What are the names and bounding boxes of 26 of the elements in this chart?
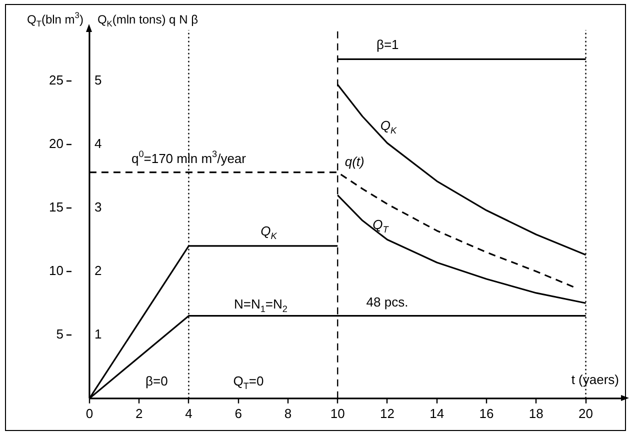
y-tick-label: 20 <box>48 136 64 151</box>
x-tick-label: 8 <box>284 406 292 421</box>
x-tick-label: 18 <box>528 406 544 421</box>
y2-tick-label: 3 <box>94 199 102 214</box>
y-tick-label: 5 <box>56 326 64 342</box>
x-tick-label: 6 <box>234 406 242 421</box>
annotation: β=0 <box>146 373 168 388</box>
series-label: β=1 <box>376 36 399 52</box>
x-axis-title: t (yaers) <box>571 372 619 387</box>
y2-tick-label: 2 <box>94 262 102 278</box>
x-tick-label: 20 <box>578 406 594 421</box>
x-tick-label: 2 <box>135 406 143 421</box>
x-tick-label: 10 <box>330 406 345 421</box>
y-tick-label: 25 <box>48 72 64 88</box>
x-tick-label: 14 <box>430 406 444 421</box>
y2-tick-label: 5 <box>94 72 102 88</box>
y2-tick-label: 1 <box>94 326 102 342</box>
y-tick-label: 15 <box>48 199 64 214</box>
annotation: 48 pcs. <box>366 294 408 310</box>
x-tick-label: 16 <box>479 406 494 421</box>
y-tick-label: 10 <box>48 262 64 278</box>
x-tick-label: 12 <box>380 406 394 421</box>
x-tick-label: 0 <box>86 406 94 421</box>
series-label: q(t) <box>344 154 364 169</box>
y2-tick-label: 4 <box>94 136 102 151</box>
x-tick-label: 4 <box>185 406 192 421</box>
